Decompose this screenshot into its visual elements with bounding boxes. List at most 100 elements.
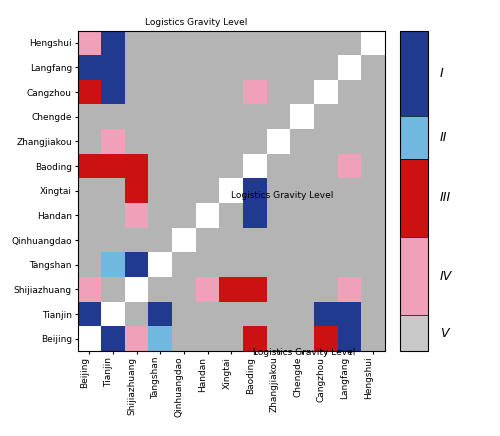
Bar [172,302,196,326]
Bar [243,80,266,105]
Bar [266,203,290,228]
Bar [101,178,125,203]
Bar [338,326,361,351]
Bar [314,252,338,277]
Bar [78,252,101,277]
Bar [290,105,314,129]
Bar [220,178,243,203]
Bar [125,252,148,277]
Bar [172,80,196,105]
Bar [125,178,148,203]
Bar [314,105,338,129]
Bar [362,80,385,105]
Bar [172,55,196,80]
Bar [172,31,196,55]
Text: III: III [440,191,451,204]
Bar [338,31,361,55]
Bar [125,277,148,302]
FancyBboxPatch shape [400,159,427,237]
FancyBboxPatch shape [400,116,427,159]
Bar [266,228,290,252]
Bar [172,252,196,277]
Bar [196,302,220,326]
Bar [196,154,220,178]
FancyBboxPatch shape [400,237,427,315]
Bar [148,326,172,351]
Bar [172,228,196,252]
Bar [196,228,220,252]
Bar [220,105,243,129]
Bar [148,31,172,55]
Bar [78,203,101,228]
Bar [243,326,266,351]
Bar [290,326,314,351]
Bar [266,80,290,105]
Text: IV: IV [440,270,452,283]
Bar [314,228,338,252]
Bar [362,326,385,351]
Bar [362,252,385,277]
Bar [314,277,338,302]
Bar [338,129,361,154]
Bar [338,154,361,178]
Bar [266,302,290,326]
Bar [78,302,101,326]
Bar [314,55,338,80]
Bar [148,252,172,277]
Bar [290,80,314,105]
Bar [172,326,196,351]
Bar [172,154,196,178]
FancyBboxPatch shape [400,31,427,116]
Bar [266,105,290,129]
Bar [362,178,385,203]
Bar [266,31,290,55]
Bar [362,277,385,302]
Bar [314,154,338,178]
Bar [362,55,385,80]
Bar [362,105,385,129]
Bar [338,55,361,80]
Text: Logistics Gravity Level: Logistics Gravity Level [253,348,355,357]
Bar [196,203,220,228]
Bar [148,302,172,326]
Bar [243,203,266,228]
Bar [101,105,125,129]
Bar [125,228,148,252]
Bar [362,129,385,154]
Bar [101,302,125,326]
Bar [290,129,314,154]
Bar [125,31,148,55]
Text: I: I [440,67,444,80]
Bar [78,80,101,105]
Bar [314,302,338,326]
Bar [314,326,338,351]
Bar [220,228,243,252]
Bar [314,178,338,203]
Bar [314,80,338,105]
Bar [314,31,338,55]
Bar [148,129,172,154]
Bar [338,302,361,326]
Bar [266,178,290,203]
Bar [101,326,125,351]
Bar [125,302,148,326]
Bar [220,326,243,351]
Bar [243,55,266,80]
Bar [338,228,361,252]
Bar [362,302,385,326]
Bar [148,203,172,228]
Bar [101,80,125,105]
Bar [172,277,196,302]
Bar [338,203,361,228]
Bar [78,31,101,55]
Bar [290,55,314,80]
Bar [266,154,290,178]
Bar [266,252,290,277]
Bar [243,277,266,302]
Bar [101,129,125,154]
Bar [101,277,125,302]
Bar [243,178,266,203]
Bar [220,252,243,277]
Bar [290,228,314,252]
Text: II: II [440,131,448,144]
